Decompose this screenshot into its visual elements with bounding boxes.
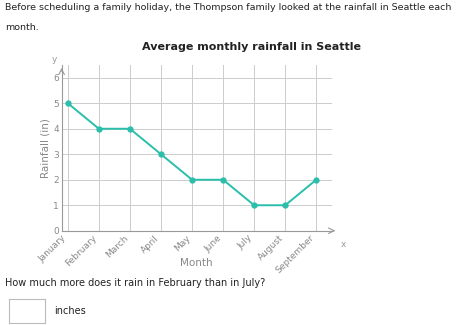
Text: Average monthly rainfall in Seattle: Average monthly rainfall in Seattle [142, 42, 361, 52]
Text: y: y [52, 56, 57, 64]
Text: x: x [340, 240, 346, 249]
Y-axis label: Rainfall (in): Rainfall (in) [40, 118, 50, 178]
Text: Before scheduling a family holiday, the Thompson family looked at the rainfall i: Before scheduling a family holiday, the … [5, 3, 451, 12]
Text: month.: month. [5, 23, 38, 32]
Text: How much more does it rain in February than in July?: How much more does it rain in February t… [5, 278, 265, 288]
Text: inches: inches [55, 306, 86, 316]
Text: Month: Month [181, 258, 213, 268]
